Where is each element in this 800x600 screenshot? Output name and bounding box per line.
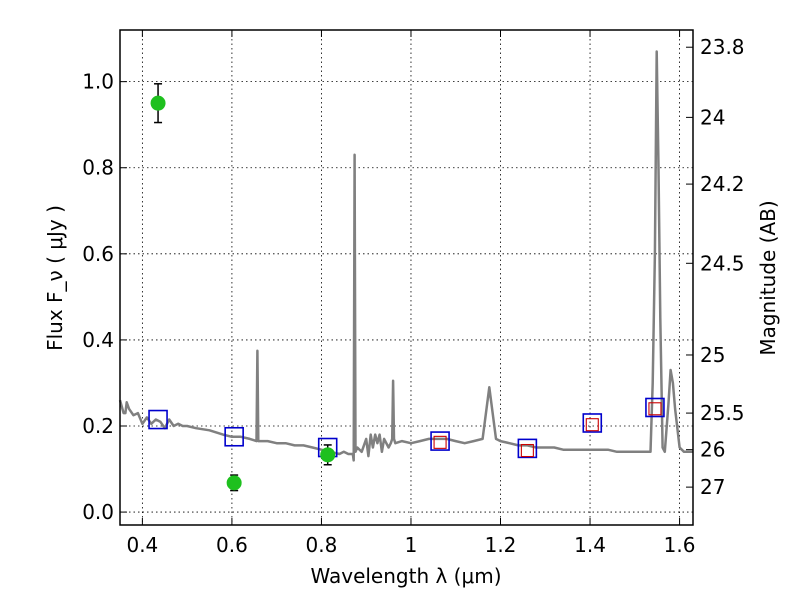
y-tick-label: 0.0 [82,500,114,524]
y2-tick-label: 24.2 [700,172,745,196]
plot-frame [119,29,694,526]
y2-tick-label: 27 [700,475,725,499]
x-tick-label: 0.4 [126,533,158,557]
y-tick-label: 0.6 [82,242,114,266]
model-photometry-square [517,438,538,459]
y2-tick-label: 23.8 [700,35,745,59]
observed-photometry-square [520,443,534,458]
y2-tick-label: 25 [700,343,725,367]
measured-flux-point [226,475,242,491]
x-tick-label: 0.8 [306,533,338,557]
y-tick-label: 1.0 [82,70,114,94]
model-photometry-square [224,426,244,447]
y2-axis-title: Magnitude (AB) [756,200,780,355]
y-tick-label: 0.8 [82,156,114,180]
x-tick-label: 1.4 [574,533,606,557]
grid-lines [120,30,693,525]
y-axis-title: Flux F_ν ( μJy ) [43,205,67,351]
observed-photometry-square [585,418,599,432]
model-photometry-square [148,409,168,430]
y2-tick-label: 26 [700,438,725,462]
y2-tick-label: 24 [700,105,725,129]
plot-series [118,50,693,492]
model-photometry-square [582,413,603,433]
x-tick-label: 1 [405,533,418,557]
x-tick-label: 0.6 [216,533,248,557]
y-tick-label: 0.2 [82,414,114,438]
model-photometry-square [430,431,450,451]
measured-flux-point [320,447,336,463]
sed-model-line [118,50,693,462]
y2-tick-label: 24.5 [700,251,745,275]
x-axis-title: Wavelength λ (μm) [310,564,501,588]
observed-photometry-square [433,435,447,449]
measured-flux-point [150,95,166,111]
model-photometry-square [645,397,665,418]
y2-tick-label: 25.5 [700,401,745,425]
x-tick-label: 1.2 [485,533,517,557]
observed-photometry-square [648,402,662,416]
axis-ticks: 0.4 0.6 0.8 1 1.2 1.4 1.6 0.0 0.2 0.4 0.6 0.8 1.0 23.… [82,30,745,557]
y-tick-label: 0.4 [82,328,114,352]
x-tick-label: 1.6 [664,533,696,557]
